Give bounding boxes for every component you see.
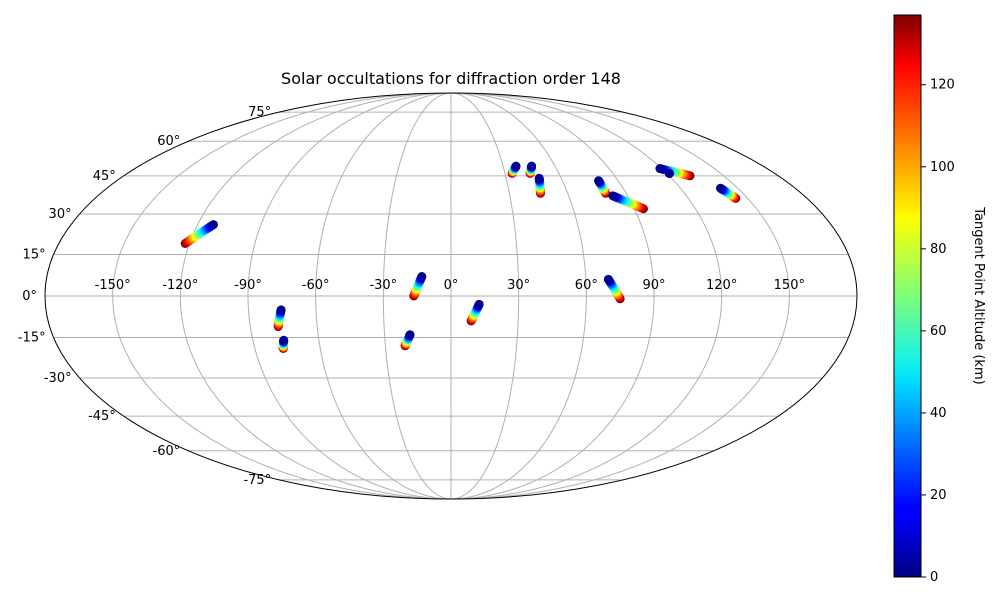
occultation-point xyxy=(417,272,427,282)
x-tick-label: -120° xyxy=(162,278,198,293)
x-tick-label: 60° xyxy=(575,278,598,293)
occultation-point xyxy=(474,299,484,309)
x-tick-labels: -150° -120° -90° -60° -30° 0° 30° 60° 90° 120° 150… xyxy=(95,278,805,293)
y-tick-label: 60° xyxy=(157,134,180,149)
occultation-point xyxy=(527,161,537,171)
y-tick-label: 30° xyxy=(49,207,72,222)
occultation-point xyxy=(279,335,289,345)
colorbar-tick-label: 20 xyxy=(930,488,947,503)
occultation-point xyxy=(594,176,604,186)
colorbar-label: Tangent Point Altitude (km) xyxy=(971,206,986,384)
y-tick-label: 0° xyxy=(22,289,37,304)
x-tick-label: -150° xyxy=(95,278,131,293)
occultation-point xyxy=(405,330,415,340)
y-tick-label: -60° xyxy=(153,444,181,459)
occultation-point xyxy=(716,183,725,193)
colorbar-tick-label: 40 xyxy=(930,406,947,421)
x-tick-label: -90° xyxy=(234,278,262,293)
y-tick-label: -75° xyxy=(243,473,271,488)
data-points xyxy=(180,161,741,353)
occultation-point xyxy=(534,173,544,183)
occultation-point xyxy=(511,161,521,171)
colorbar-tick-label: 80 xyxy=(930,242,947,257)
colorbar-tick-label: 100 xyxy=(930,160,955,175)
y-tick-label: -45° xyxy=(88,409,116,424)
y-tick-label: 15° xyxy=(23,247,46,262)
map-boundary xyxy=(44,92,858,500)
occultation-point xyxy=(276,305,286,315)
x-tick-label: 150° xyxy=(774,278,805,293)
colorbar-tick-label: 0 xyxy=(930,570,938,585)
colorbar-ticks: 0 20 40 60 80 100 120 xyxy=(921,78,955,585)
occultation-point xyxy=(208,220,218,230)
y-tick-label: -30° xyxy=(44,371,72,386)
y-tick-labels: 75° 60° 45° 30° 15° 0° -15° -30° -45° -60° -75° xyxy=(18,105,271,488)
x-tick-label: 120° xyxy=(706,278,737,293)
colorbar-gradient xyxy=(893,14,922,578)
x-tick-label: 90° xyxy=(642,278,665,293)
colorbar-tick-label: 120 xyxy=(930,78,955,93)
colorbar: 0 20 40 60 80 100 120 Tangent Point Altitude (… xyxy=(893,14,986,585)
occultation-point xyxy=(603,274,613,284)
y-tick-label: -15° xyxy=(18,331,46,346)
occultation-point xyxy=(608,191,618,201)
x-tick-label: -60° xyxy=(302,278,330,293)
x-tick-label: -30° xyxy=(369,278,397,293)
y-tick-label: 75° xyxy=(248,105,271,120)
colorbar-tick-label: 60 xyxy=(930,324,947,339)
graticule xyxy=(45,93,857,499)
x-tick-label: 30° xyxy=(507,278,530,293)
x-tick-label: 0° xyxy=(444,278,459,293)
chart-title: Solar occultations for diffraction order… xyxy=(281,69,621,88)
occultation-point xyxy=(655,164,665,174)
y-tick-label: 45° xyxy=(93,169,116,184)
occultation-point xyxy=(664,168,674,178)
